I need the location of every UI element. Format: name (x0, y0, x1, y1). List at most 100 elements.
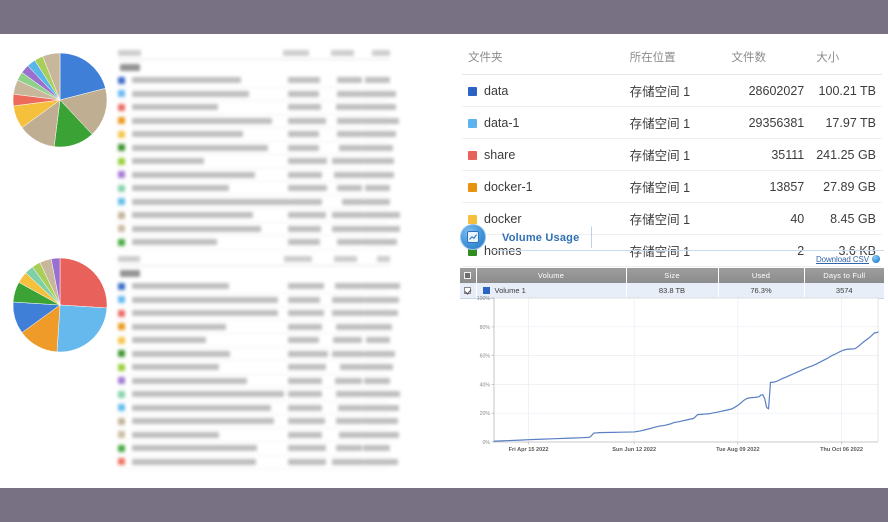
pie-slice[interactable] (59, 88, 108, 135)
pie-chart-top (12, 52, 108, 153)
cell-folder-name (118, 76, 288, 84)
table-row[interactable] (118, 361, 393, 375)
table-row[interactable] (118, 128, 396, 142)
cell-size (363, 212, 400, 219)
table-row[interactable] (118, 456, 398, 469)
color-swatch-icon (118, 390, 125, 398)
redacted-text (132, 391, 284, 398)
redacted-text (338, 404, 362, 411)
select-all-checkbox[interactable] (464, 272, 472, 279)
cell-location (288, 117, 332, 124)
redacted-text (132, 185, 229, 192)
redacted-text (332, 296, 365, 303)
folder-table-blurred-bottom[interactable] (118, 256, 400, 469)
pie-slice[interactable] (50, 257, 61, 306)
table-row[interactable] (118, 442, 390, 456)
cell-size (362, 283, 400, 290)
table-row[interactable] (118, 321, 392, 334)
pie-slice[interactable] (59, 52, 106, 101)
table-row[interactable] (118, 155, 394, 169)
cell-file-count: 29356381 (725, 106, 811, 139)
table-row[interactable] (118, 348, 395, 361)
redacted-text (362, 391, 400, 398)
table-row[interactable] (118, 223, 400, 236)
color-swatch-icon (118, 117, 125, 125)
chart-xtick-label: Sun Jun 12 2022 (612, 447, 656, 453)
table-row[interactable] (118, 115, 399, 128)
table-row[interactable] (118, 429, 399, 442)
table-row[interactable] (118, 182, 390, 196)
volume-table-header-row: Volume Size Used Days to Full (460, 268, 884, 283)
table-row[interactable]: docker-1 存储空间 1 13857 27.89 GB (462, 170, 882, 203)
col-header-folder[interactable]: 文件夹 (462, 44, 624, 75)
table-row[interactable] (118, 334, 390, 348)
chart-xtick-label: Thu Oct 06 2022 (820, 447, 863, 453)
redacted-text (288, 418, 325, 425)
redacted-text (337, 90, 362, 97)
redacted-text (288, 212, 326, 219)
cell-file-count (335, 198, 365, 205)
table-row[interactable]: docker 存储空间 1 40 8.45 GB (462, 202, 882, 235)
cell-folder-name (118, 323, 288, 331)
redacted-text (362, 131, 396, 138)
table-row[interactable]: data 存储空间 1 28602027 100.21 TB (462, 74, 882, 107)
table-row[interactable] (118, 388, 400, 402)
color-swatch-icon (118, 350, 125, 358)
folder-table-blurred-top[interactable] (118, 50, 400, 250)
cell-volume-used: 76.3% (718, 283, 805, 299)
color-swatch-icon (118, 309, 125, 317)
table-row[interactable] (118, 209, 400, 223)
vol-col-size[interactable]: Size (626, 268, 719, 283)
cell-size (362, 144, 393, 151)
table-row[interactable] (118, 196, 390, 209)
table-row[interactable] (118, 74, 390, 88)
cell-file-count (332, 458, 364, 465)
table-row[interactable] (118, 415, 398, 429)
table-row[interactable] (118, 101, 396, 115)
pie-slice[interactable] (56, 304, 108, 353)
volume-table-row[interactable]: Volume 1 83.8 TB 76.3% 3574 (460, 283, 884, 299)
pie-slice[interactable] (42, 52, 61, 101)
redacted-text (288, 350, 328, 357)
redacted-text (337, 77, 362, 84)
table-row[interactable] (118, 142, 393, 155)
table-row[interactable] (118, 402, 399, 415)
table-row[interactable] (118, 307, 398, 321)
table-row[interactable] (118, 169, 394, 182)
redacted-text (362, 104, 396, 111)
download-csv-link[interactable]: Download CSV (815, 254, 869, 264)
table-row[interactable] (118, 375, 390, 388)
cell-folder-name: data-1 (462, 106, 624, 139)
chart-line-series (493, 331, 879, 442)
cell-size: 27.89 GB (810, 170, 882, 203)
redacted-text (288, 323, 322, 330)
col-header-location[interactable]: 所在位置 (623, 44, 726, 75)
select-all-header[interactable] (460, 268, 477, 283)
color-swatch-icon (468, 86, 477, 96)
row-checkbox[interactable] (464, 287, 472, 294)
help-info-icon[interactable] (872, 255, 880, 263)
redacted-text (335, 377, 362, 384)
cell-row-checkbox[interactable] (460, 283, 477, 299)
color-swatch-icon (118, 417, 125, 425)
redacted-text (333, 337, 362, 344)
folder-name: data-1 (484, 115, 520, 130)
col-header-filecount[interactable]: 文件数 (725, 44, 811, 75)
vol-col-used[interactable]: Used (718, 268, 805, 283)
table-row[interactable] (118, 236, 397, 250)
table-row[interactable] (118, 280, 400, 294)
color-swatch-icon (118, 90, 125, 98)
vol-col-volume[interactable]: Volume (476, 268, 627, 283)
pie-slice[interactable] (59, 257, 108, 309)
table-row[interactable]: data-1 存储空间 1 29356381 17.97 TB (462, 106, 882, 139)
cell-folder-name (118, 309, 288, 317)
table-row[interactable] (118, 294, 399, 307)
vol-col-days-to-full[interactable]: Days to Full (804, 268, 884, 283)
download-csv-row: Download CSV (460, 252, 884, 266)
col-header-size[interactable]: 大小 (810, 44, 882, 75)
redacted-text (132, 117, 272, 124)
table-row[interactable]: share 存储空间 1 35111 241.25 GB (462, 138, 882, 171)
cell-folder-name (118, 296, 288, 304)
table-row[interactable] (118, 88, 396, 101)
cell-location: 存储空间 1 (623, 138, 726, 171)
